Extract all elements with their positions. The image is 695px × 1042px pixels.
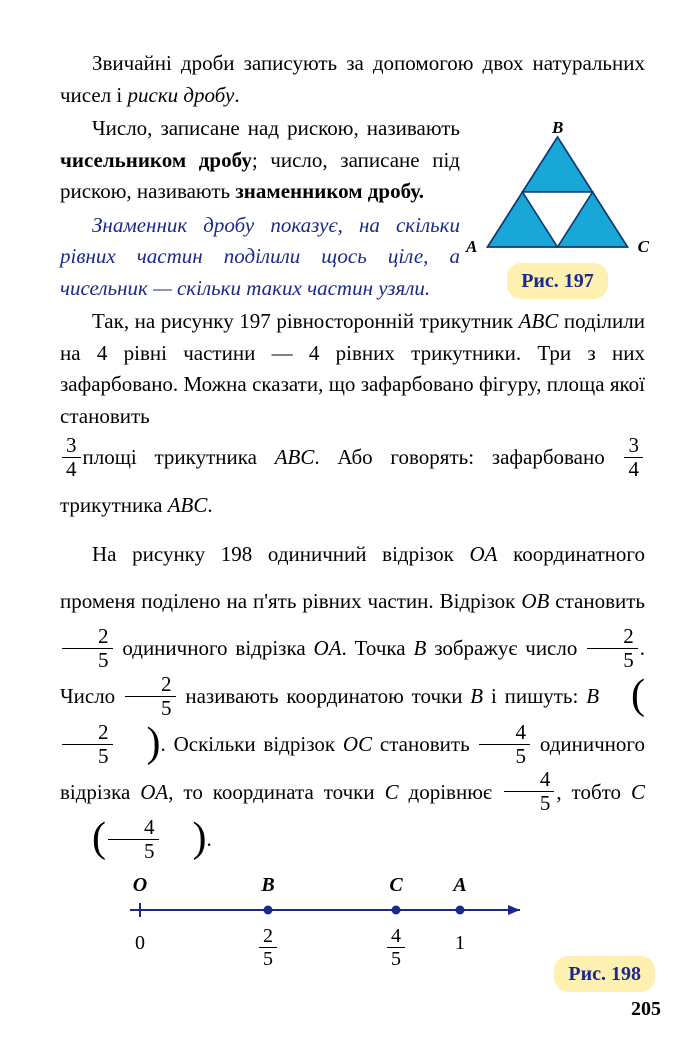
var: ABC	[168, 493, 208, 517]
paragraph-5: На рисунку 198 одиничний відрізок OA коо…	[60, 531, 645, 864]
term-denominator: знаменником дробу.	[235, 179, 424, 203]
var: B	[586, 684, 599, 708]
fraction-2-5: 25	[587, 626, 638, 671]
text: . Або говорять: зафарбовано	[314, 445, 622, 469]
var: OA	[470, 542, 498, 566]
fraction-4-5: 45	[479, 722, 530, 767]
text: трикутника	[60, 493, 168, 517]
var: ABC	[519, 309, 559, 333]
paragraph-4: Так, на рисунку 197 рівносторонній трику…	[60, 306, 645, 432]
number-line-point-A: A	[453, 870, 466, 900]
text: .	[234, 83, 239, 107]
fraction-2-5: 25	[125, 674, 176, 719]
fraction-2-5: 25	[62, 626, 113, 671]
textbook-page: Звичайні дроби записують за допомогою дв…	[0, 0, 695, 1042]
fraction-4-5: 45	[504, 769, 555, 814]
figure-198-label: Рис. 198	[554, 956, 655, 992]
var: C	[631, 780, 645, 804]
text: одиничного відрізка	[115, 636, 314, 660]
var: B	[414, 636, 427, 660]
term-numerator: чисельником дробу	[60, 148, 252, 172]
text: .	[207, 493, 212, 517]
number-line-value-A: 1	[455, 928, 465, 958]
text: . Оскільки відрізок	[161, 732, 343, 756]
text: дорівнює	[399, 780, 502, 804]
figure-198: O B C A 0 25 45 1	[120, 870, 540, 980]
vertex-B: B	[552, 115, 563, 141]
text: На рисунку 198 одиничний відрізок	[92, 542, 470, 566]
var: C	[385, 780, 399, 804]
number-line-point-B: B	[261, 870, 274, 900]
page-number: 205	[631, 994, 661, 1024]
number-line-point-O: O	[133, 870, 147, 900]
number-line-point-C: C	[389, 870, 402, 900]
text: зображує число	[426, 636, 585, 660]
text: площі трикутника	[83, 445, 275, 469]
fraction-3-4: 34	[62, 435, 81, 480]
fraction-2-5: 25	[62, 722, 113, 767]
term-fraction-line: риски дробу	[128, 83, 235, 107]
fraction-3-4: 34	[624, 435, 643, 480]
number-line-value-O: 0	[135, 928, 145, 958]
text: Так, на рисунку 197 рівносторонній трику…	[92, 309, 519, 333]
vertex-A: A	[466, 234, 477, 260]
text: , то координата точки	[168, 780, 384, 804]
text: становить	[372, 732, 477, 756]
var: B	[470, 684, 483, 708]
number-line-value-C: 45	[385, 928, 407, 971]
text: становить	[549, 589, 645, 613]
var: OA	[314, 636, 342, 660]
var: ABC	[275, 445, 315, 469]
text: називають координатою точки	[178, 684, 471, 708]
text: .	[207, 827, 212, 851]
text: , тобто	[556, 780, 631, 804]
text: і пишуть:	[483, 684, 586, 708]
fraction-4-5: 45	[108, 817, 159, 862]
triangle-diagram: B A C	[470, 117, 645, 257]
figure-197-label: Рис. 197	[507, 263, 608, 299]
text: Число, записане над рискою, називають	[92, 116, 460, 140]
var: OA	[140, 780, 168, 804]
figure-197: B A C Рис. 197	[470, 117, 645, 299]
var: OB	[521, 589, 549, 613]
text: . Точка	[342, 636, 414, 660]
vertex-C: C	[638, 234, 649, 260]
number-line-value-B: 25	[257, 928, 279, 971]
paragraph-4b: 34площі трикутника ABC. Або говорять: за…	[60, 434, 645, 529]
var: OC	[343, 732, 372, 756]
paragraph-1: Звичайні дроби записують за допомогою дв…	[60, 48, 645, 111]
number-line-svg	[120, 870, 540, 980]
